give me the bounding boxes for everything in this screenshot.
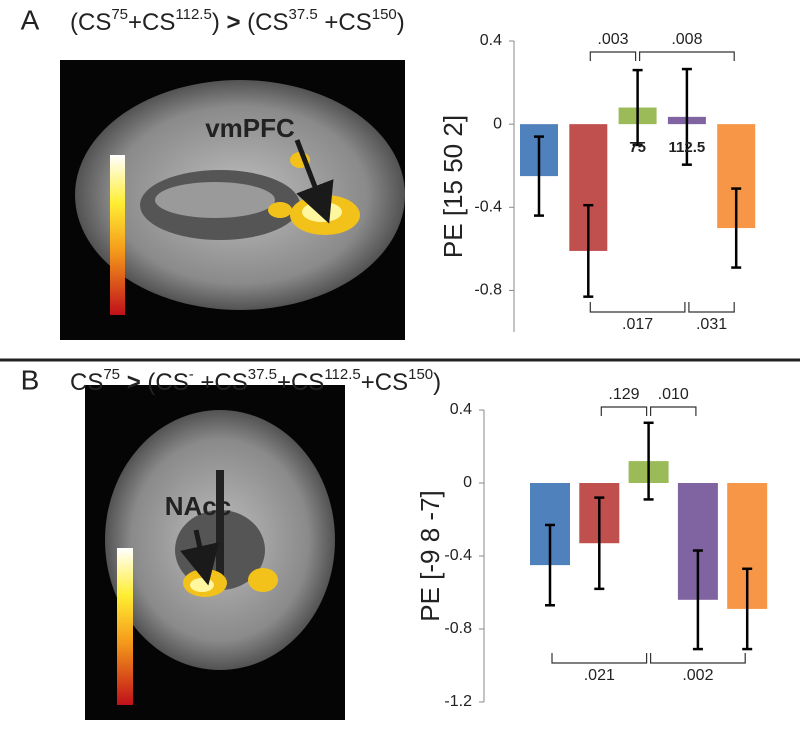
comparison-bracket bbox=[650, 406, 697, 416]
brain-image-a bbox=[60, 60, 405, 340]
title-part: ) bbox=[397, 9, 405, 36]
title-part: (CS bbox=[241, 9, 289, 36]
comparison-bracket bbox=[688, 302, 735, 313]
y-tick-label: -1.2 bbox=[444, 693, 472, 710]
title-part: > bbox=[127, 369, 141, 396]
panel-title: (CS75+CS112.5) > (CS37.5 +CS150) bbox=[70, 6, 405, 36]
region-label: vmPFC bbox=[205, 113, 295, 143]
title-part: > bbox=[227, 9, 241, 36]
title-part: +CS bbox=[318, 9, 372, 36]
title-part bbox=[120, 369, 127, 396]
title-part: 112.5 bbox=[324, 366, 360, 383]
title-part: CS bbox=[70, 369, 103, 396]
p-value-label: .031 bbox=[696, 316, 727, 333]
title-part: ) bbox=[433, 369, 441, 396]
title-part: 150 bbox=[408, 366, 433, 383]
y-tick-label: 0 bbox=[463, 474, 472, 491]
comparison-bracket bbox=[639, 51, 735, 61]
x-category-label: 75 bbox=[629, 139, 646, 156]
comparison-bracket bbox=[551, 653, 648, 664]
p-value-label: .008 bbox=[671, 31, 702, 48]
title-part: (CS bbox=[141, 369, 189, 396]
panel-letter: B bbox=[21, 364, 40, 395]
title-part: ) bbox=[212, 9, 227, 36]
y-axis-label: PE [15 50 2] bbox=[438, 115, 468, 258]
comparison-bracket bbox=[589, 302, 686, 313]
panel-title: CS75 > (CS- +CS37.5+CS112.5+CS150) bbox=[70, 366, 441, 396]
title-part: (CS bbox=[70, 9, 111, 36]
title-part: +CS bbox=[361, 369, 408, 396]
x-category-label: 112.5 bbox=[669, 139, 706, 156]
comparison-bracket bbox=[589, 51, 637, 61]
title-part: +CS bbox=[277, 369, 324, 396]
p-value-label: .002 bbox=[682, 667, 713, 684]
comparison-bracket bbox=[600, 406, 648, 416]
comparison-bracket bbox=[650, 653, 746, 664]
p-value-label: .017 bbox=[622, 316, 653, 333]
p-value-label: .003 bbox=[597, 31, 628, 48]
title-part: 37.5 bbox=[248, 366, 277, 383]
title-part: 75 bbox=[103, 366, 120, 383]
p-value-label: .010 bbox=[658, 386, 689, 403]
title-part: +CS bbox=[194, 369, 248, 396]
y-tick-label: -0.4 bbox=[444, 547, 472, 564]
y-tick-label: 0.4 bbox=[480, 32, 502, 49]
panel-letter: A bbox=[21, 4, 40, 35]
y-tick-label: -0.8 bbox=[444, 620, 472, 637]
title-part: +CS bbox=[128, 9, 175, 36]
y-tick-label: 0.4 bbox=[450, 401, 472, 418]
y-tick-label: -0.8 bbox=[474, 282, 502, 299]
title-part: 112.5 bbox=[175, 6, 211, 23]
title-part: 37.5 bbox=[289, 6, 318, 23]
y-axis-label: PE [-9 8 -7] bbox=[415, 490, 445, 622]
p-value-label: .129 bbox=[608, 386, 639, 403]
y-tick-label: 0 bbox=[493, 115, 502, 132]
region-label: NAcc bbox=[165, 491, 231, 521]
brain-image-b bbox=[85, 385, 345, 720]
title-part: 150 bbox=[372, 6, 397, 23]
title-part: - bbox=[189, 366, 194, 383]
title-part: 75 bbox=[111, 6, 128, 23]
p-value-label: .021 bbox=[584, 667, 615, 684]
y-tick-label: -0.4 bbox=[474, 199, 502, 216]
